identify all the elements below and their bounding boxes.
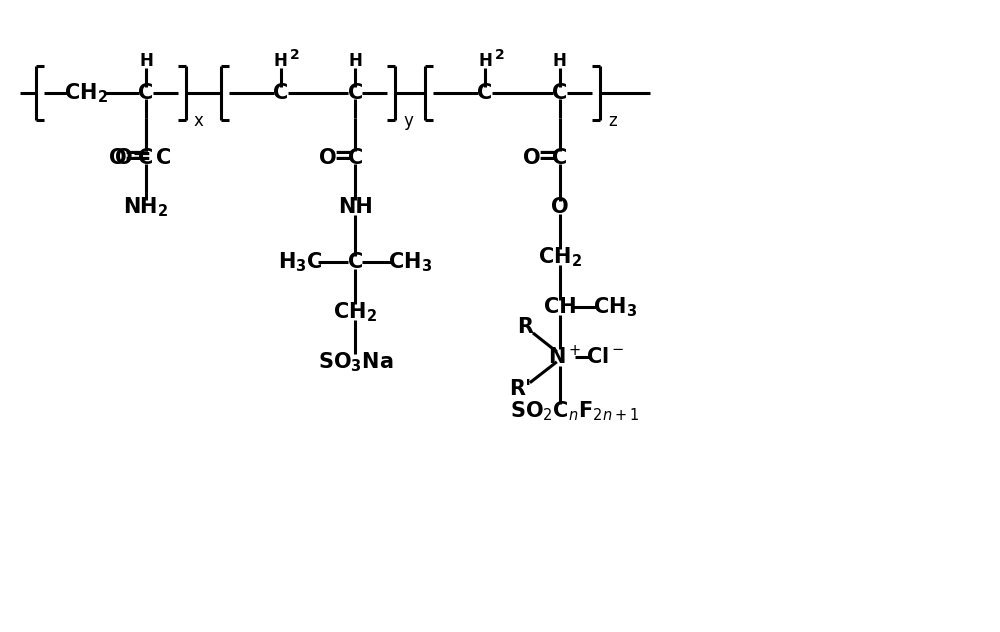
- Text: O: O: [319, 148, 336, 167]
- Text: CH: CH: [544, 297, 576, 317]
- Text: $\mathbf{2}$: $\mathbf{2}$: [494, 48, 504, 62]
- Text: y: y: [403, 112, 413, 130]
- Text: O: O: [523, 148, 541, 167]
- Text: H: H: [139, 52, 153, 70]
- Text: H: H: [478, 52, 492, 70]
- Text: C: C: [348, 148, 363, 167]
- Text: C: C: [552, 148, 567, 167]
- Text: O: O: [109, 148, 127, 167]
- Text: O: O: [551, 197, 569, 217]
- Text: O: O: [115, 148, 133, 167]
- Text: CH$\mathbf{_2}$: CH$\mathbf{_2}$: [333, 300, 377, 324]
- Text: R': R': [509, 379, 531, 399]
- Text: H: H: [348, 52, 362, 70]
- Text: C: C: [348, 83, 363, 103]
- Text: x: x: [194, 112, 204, 130]
- Text: =: =: [537, 145, 558, 169]
- Text: H: H: [553, 52, 567, 70]
- Text: H: H: [274, 52, 288, 70]
- Text: $\mathbf{2}$: $\mathbf{2}$: [289, 48, 300, 62]
- Text: SO$_2$C$_n$F$_{2n+1}$: SO$_2$C$_n$F$_{2n+1}$: [510, 400, 639, 423]
- Text: z: z: [608, 112, 617, 130]
- Text: C: C: [273, 83, 288, 103]
- Text: CH$\mathbf{_3}$: CH$\mathbf{_3}$: [388, 250, 432, 274]
- Text: C: C: [348, 252, 363, 272]
- Text: CH$\mathbf{_2}$: CH$\mathbf{_2}$: [538, 245, 582, 269]
- Text: =: =: [131, 145, 151, 169]
- Text: NH: NH: [338, 197, 373, 217]
- Text: C: C: [156, 148, 172, 167]
- Text: C: C: [477, 83, 493, 103]
- Text: NH$\mathbf{_2}$: NH$\mathbf{_2}$: [123, 196, 169, 219]
- Text: C: C: [138, 148, 154, 167]
- Text: C: C: [552, 83, 567, 103]
- Text: N$^+$: N$^+$: [548, 345, 581, 368]
- Text: C: C: [138, 83, 154, 103]
- Text: =: =: [333, 145, 354, 169]
- Text: R: R: [517, 317, 533, 337]
- Text: Cl$^-$: Cl$^-$: [586, 347, 624, 367]
- Text: SO$\mathbf{_3}$Na: SO$\mathbf{_3}$Na: [318, 350, 393, 374]
- Text: H$\mathbf{_3}$C: H$\mathbf{_3}$C: [278, 250, 323, 274]
- Text: CH$\mathbf{_3}$: CH$\mathbf{_3}$: [593, 295, 637, 319]
- Text: =: =: [124, 145, 144, 169]
- Text: $\mathbf{CH_2}$: $\mathbf{CH_2}$: [64, 81, 108, 105]
